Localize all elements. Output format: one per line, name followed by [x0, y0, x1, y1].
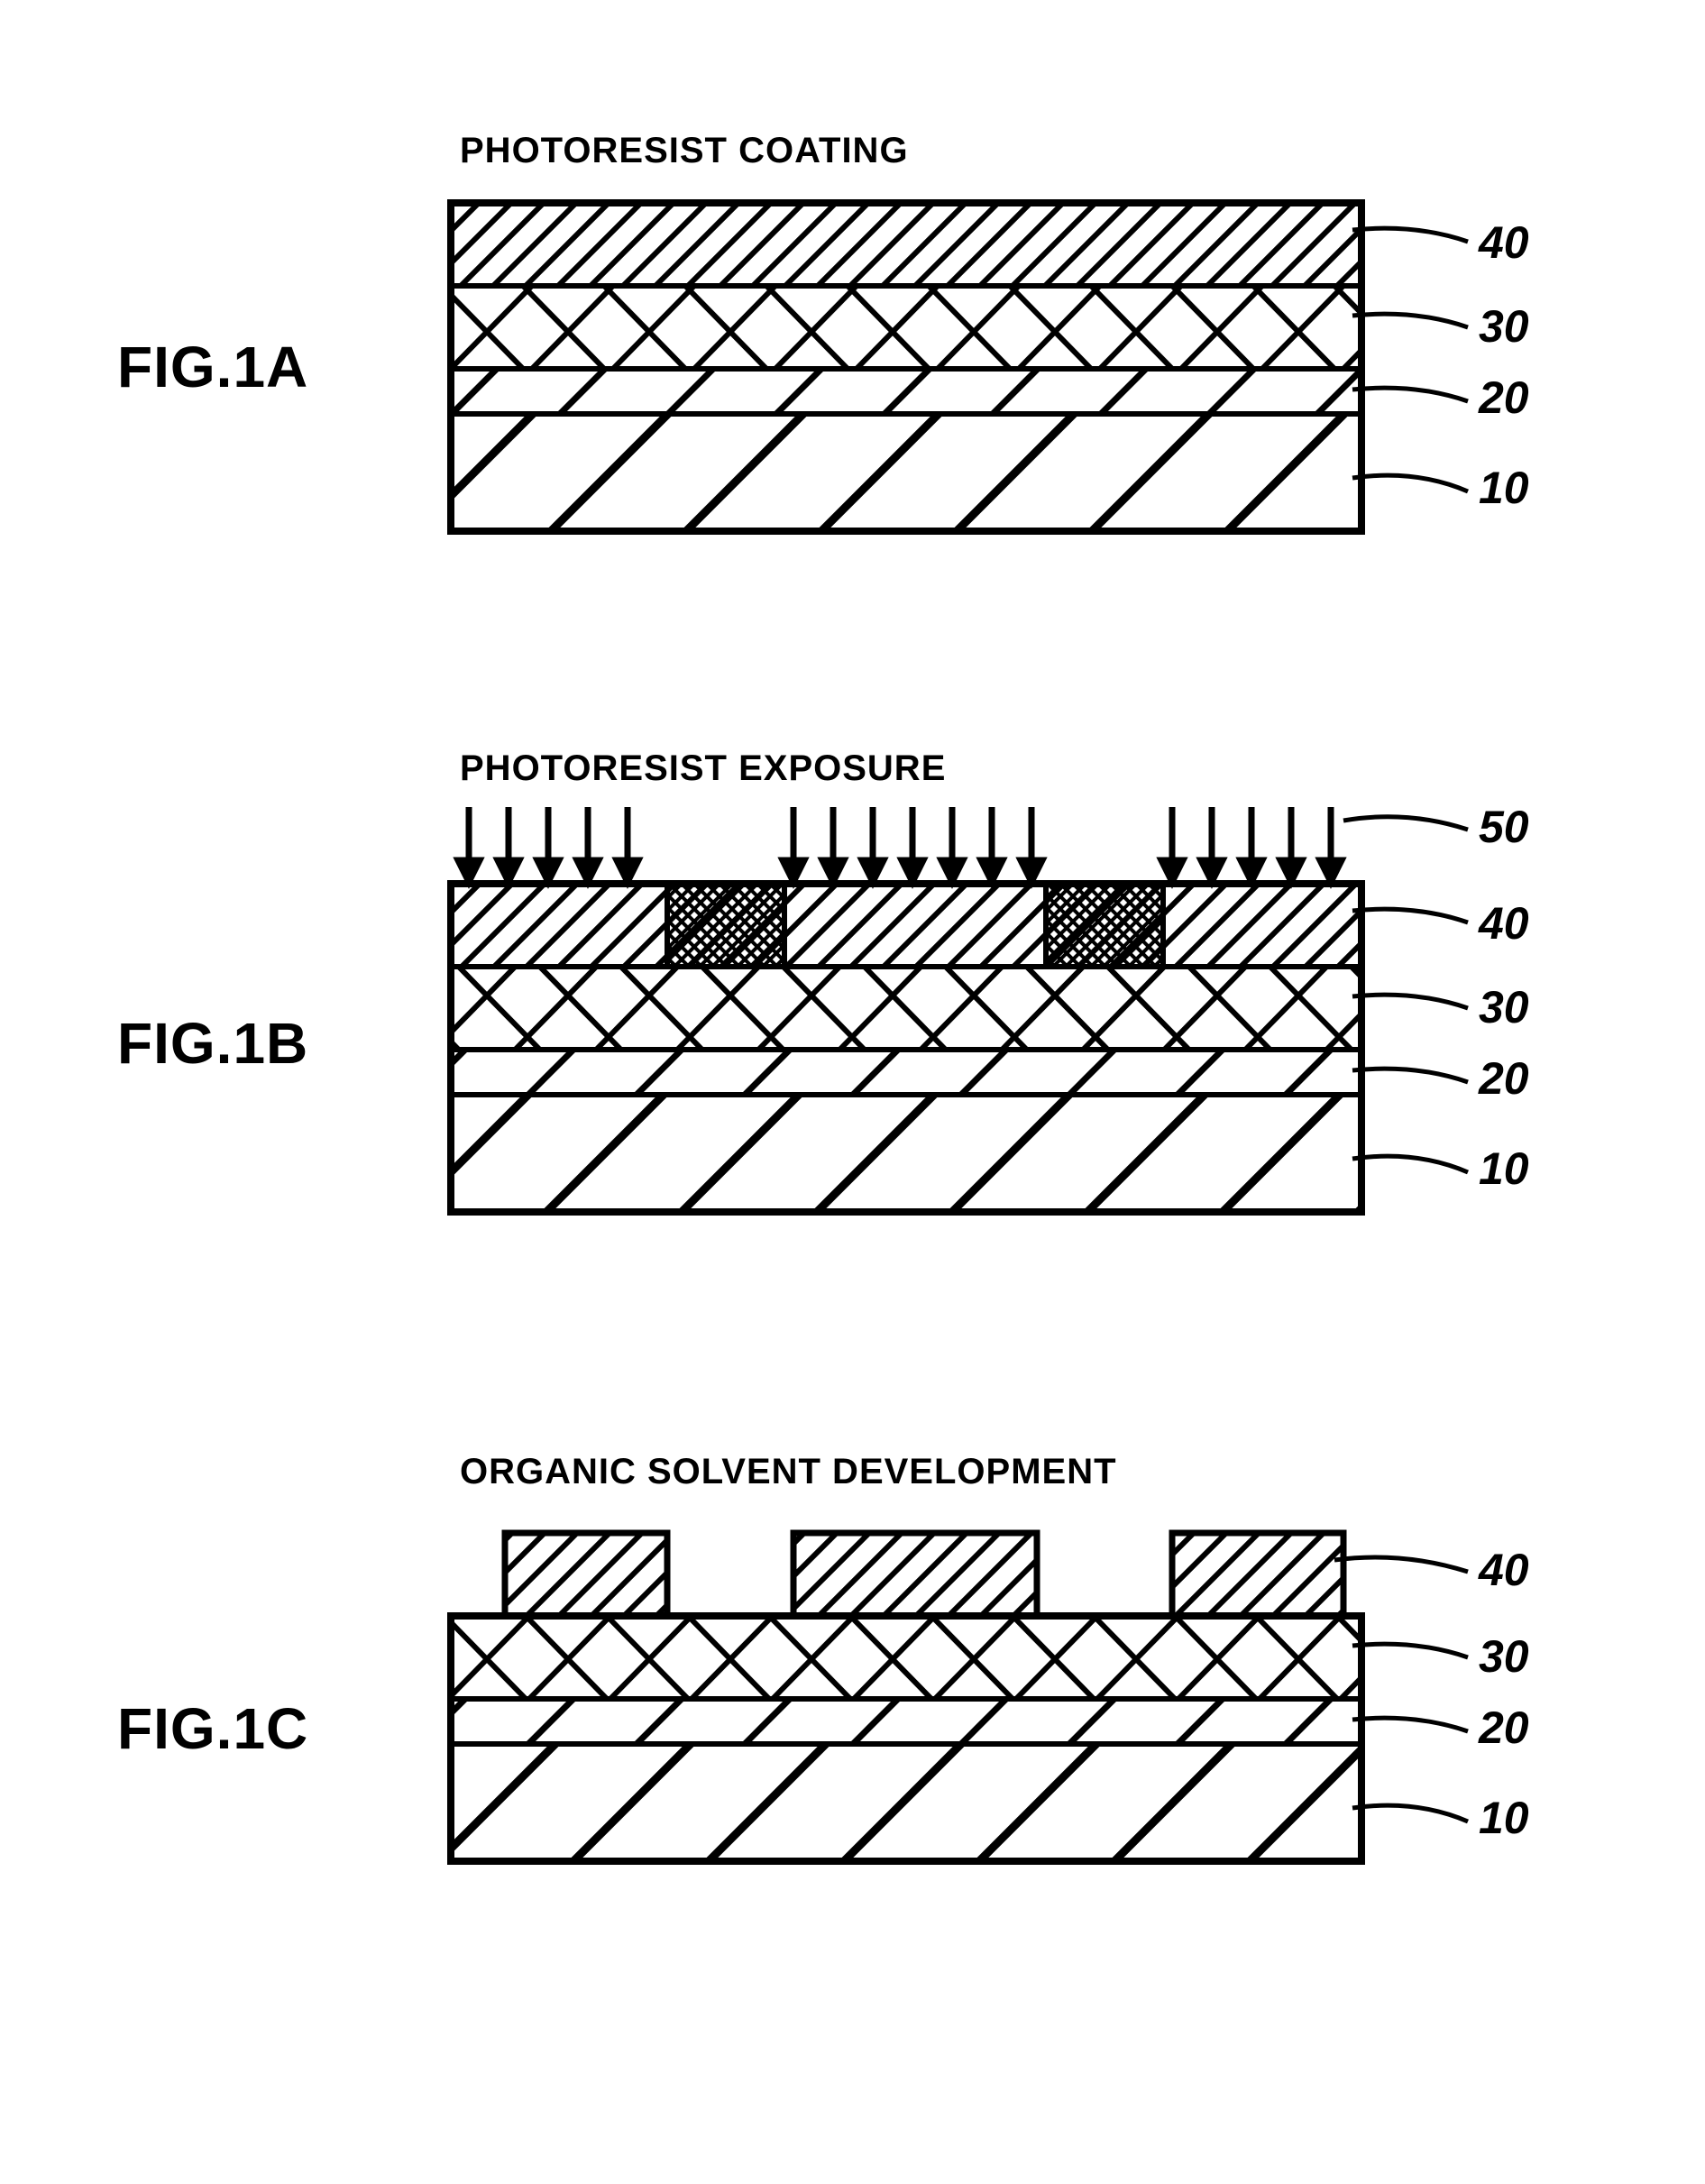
ref-20-c: 20	[1479, 1702, 1529, 1754]
ref-10-c: 10	[1479, 1792, 1529, 1844]
ref-40-c: 40	[1479, 1544, 1529, 1596]
page: FIG.1A PHOTORESIST COATING 40 30 20 10 F…	[0, 0, 1705, 2184]
diagram-c	[0, 0, 1705, 1984]
ref-30-c: 30	[1479, 1630, 1529, 1683]
